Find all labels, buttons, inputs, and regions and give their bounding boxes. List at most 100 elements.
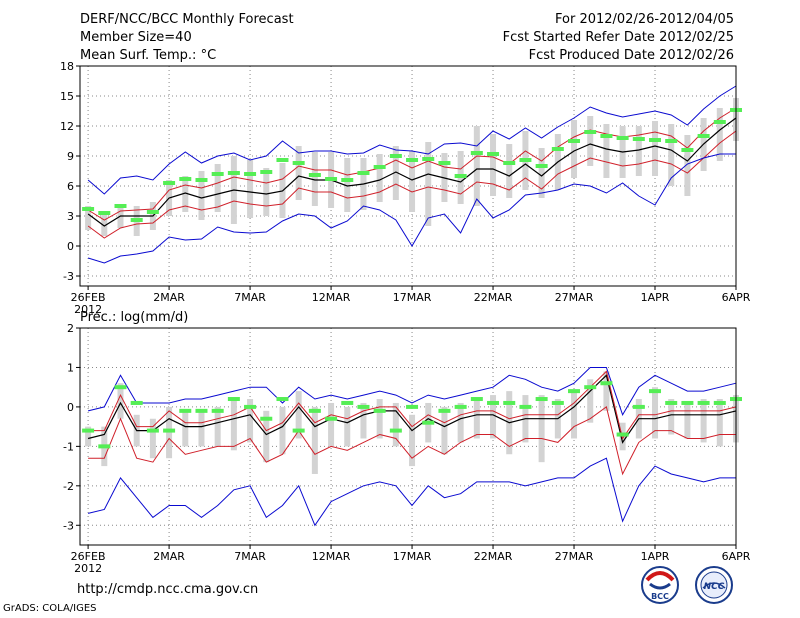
- climatology-mark: [535, 164, 548, 168]
- climatology-mark: [211, 408, 224, 413]
- grads-credit: GrADS: COLA/IGES: [3, 603, 97, 614]
- climatology-mark: [454, 404, 467, 409]
- spread-box: [344, 406, 351, 447]
- climatology-mark: [373, 165, 386, 169]
- bcc-logo-wave: [649, 582, 671, 590]
- ncc-logo-text: NCC: [704, 582, 725, 592]
- bcc-logo-text: BCC: [651, 592, 669, 601]
- climatology-mark: [470, 397, 483, 402]
- climatology-mark: [487, 152, 500, 156]
- climatology-mark: [406, 404, 419, 409]
- ncc-logo-globe: [700, 571, 728, 599]
- climatology-mark: [325, 416, 338, 421]
- y-tick-label: 9: [67, 150, 74, 163]
- climatology-mark: [649, 389, 662, 394]
- spread-box: [101, 212, 108, 236]
- climatology-mark: [616, 136, 629, 140]
- member-size-label: Member Size=40: [80, 30, 192, 45]
- spread-box: [360, 402, 367, 439]
- y-tick-label: -2: [63, 480, 74, 493]
- spread-box: [506, 144, 513, 198]
- spread-box: [538, 395, 545, 463]
- y-tick-label: 12: [60, 120, 74, 133]
- x-tick-label: 27MAR: [555, 550, 594, 563]
- year-label: 2012: [74, 303, 102, 316]
- spread-box: [490, 395, 497, 439]
- climatology-mark: [308, 173, 321, 177]
- climatology-mark: [114, 204, 127, 208]
- climatology-mark: [713, 400, 726, 405]
- climatology-mark: [649, 138, 662, 142]
- spread-box: [668, 399, 675, 435]
- source-url[interactable]: http://cmdp.ncc.cma.gov.cn: [77, 582, 259, 597]
- climatology-mark: [503, 161, 516, 165]
- y-tick-label: 0: [67, 240, 74, 253]
- series-lower-inner-bound: [87, 130, 737, 239]
- spread-box: [716, 108, 723, 161]
- x-tick-label: 22MAR: [474, 550, 513, 563]
- x-tick-label: 6APR: [722, 291, 751, 304]
- spread-box: [684, 135, 691, 196]
- bcc-logo: BCC: [641, 566, 679, 604]
- spread-box: [279, 406, 286, 455]
- series-ensemble-mean: [87, 117, 737, 227]
- climatology-mark: [195, 178, 208, 182]
- panel-temperature: -3 0 3 6 9 12 15 18 26FEB 2MAR 7MAR 12MAR 17MAR 22MAR…: [60, 60, 751, 316]
- climatology-mark: [163, 181, 176, 185]
- climatology-mark: [341, 178, 354, 182]
- climatology-mark: [260, 416, 273, 421]
- climatology-mark: [114, 385, 127, 390]
- ncc-logo-lat: [702, 582, 726, 589]
- spread-box: [716, 399, 723, 447]
- variable-label: Mean Surf. Temp.: °C: [80, 48, 217, 63]
- plot-frame: [79, 65, 737, 287]
- climatology-mark: [438, 161, 451, 165]
- spread-box: [263, 168, 270, 216]
- spread-box: [409, 414, 416, 467]
- climatology-mark: [179, 177, 192, 181]
- climatology-mark: [357, 404, 370, 409]
- y-tick-label: -3: [63, 270, 74, 283]
- x-tick-label: 2MAR: [153, 550, 185, 563]
- spread-box: [230, 399, 237, 451]
- spread-box: [603, 371, 610, 411]
- spread-box: [117, 383, 124, 419]
- climatology-mark: [519, 158, 532, 162]
- fcst-produced-label: Fcst Produced Date 2012/02/26: [528, 48, 734, 63]
- climatology-mark: [163, 428, 176, 433]
- climatology-mark: [422, 157, 435, 161]
- climatology-mark: [616, 432, 629, 437]
- climatology-mark: [82, 207, 95, 211]
- x-tick-label: 12MAR: [312, 550, 351, 563]
- x-tick-label: 1APR: [641, 291, 670, 304]
- x-tick-label: 2MAR: [153, 291, 185, 304]
- climatology-mark: [681, 148, 694, 152]
- figure-title: DERF/NCC/BCC Monthly Forecast: [80, 12, 294, 27]
- spread-box: [376, 399, 383, 439]
- climatology-mark: [341, 400, 354, 405]
- climatology-mark: [632, 137, 645, 141]
- climatology-mark: [438, 408, 451, 413]
- spread-box: [652, 387, 659, 439]
- y-tick-label: -3: [63, 519, 74, 532]
- spread-box: [684, 402, 691, 439]
- x-tick-label: 26FEB: [71, 550, 106, 563]
- climatology-mark: [146, 210, 159, 214]
- climatology-mark: [454, 174, 467, 178]
- spread-box: [587, 116, 594, 166]
- spread-box: [198, 171, 205, 220]
- climatology-mark: [422, 420, 435, 425]
- spread-box: [652, 121, 659, 176]
- spread-box: [85, 426, 92, 447]
- climatology-mark: [308, 408, 321, 413]
- x-tick-label: 27MAR: [555, 291, 594, 304]
- climatology-mark: [130, 400, 143, 405]
- climatology-mark: [665, 139, 678, 143]
- series-lower-inner-bound: [88, 406, 736, 476]
- climatology-mark: [551, 147, 564, 151]
- spread-box: [295, 146, 302, 200]
- climatology-mark: [600, 381, 613, 386]
- climatology-mark: [406, 158, 419, 162]
- climatology-mark: [244, 172, 257, 176]
